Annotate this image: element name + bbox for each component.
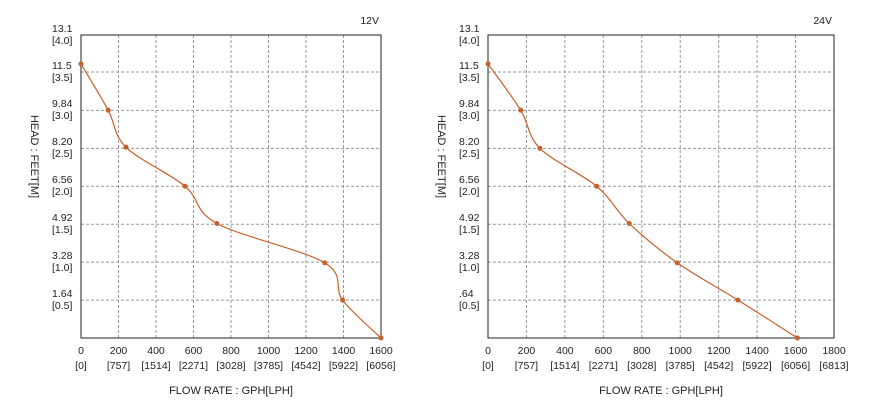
x-tick-label: 200 bbox=[110, 345, 128, 357]
data-point bbox=[340, 297, 346, 303]
data-point bbox=[214, 221, 220, 227]
y-tick-label: 3.28 bbox=[52, 250, 73, 262]
x-tick-label-lph: [3028] bbox=[216, 360, 245, 372]
y-tick-label: 8.20 bbox=[52, 136, 73, 148]
x-axis-title: FLOW RATE : GPH[LPH] bbox=[599, 385, 723, 397]
y-tick-label: 4.92 bbox=[459, 212, 480, 224]
x-tick-label: 600 bbox=[185, 345, 203, 357]
y-tick-label-m: [2.0] bbox=[459, 186, 480, 198]
x-tick-label-lph: [1514] bbox=[141, 360, 170, 372]
data-point bbox=[794, 335, 800, 341]
data-point bbox=[485, 61, 491, 67]
data-point bbox=[182, 183, 188, 189]
x-tick-label: 1400 bbox=[745, 345, 769, 357]
x-tick-label-lph: [3028] bbox=[627, 360, 656, 372]
x-tick-label: 1000 bbox=[257, 345, 281, 357]
x-tick-label-lph: [757] bbox=[107, 360, 130, 372]
x-tick-label: 200 bbox=[518, 345, 536, 357]
y-tick-label-m: [2.0] bbox=[52, 186, 73, 198]
y-tick-label-m: [2.5] bbox=[52, 148, 73, 160]
y-tick-label: 1.64 bbox=[52, 288, 73, 300]
x-tick-label-lph: [2271] bbox=[179, 360, 208, 372]
y-tick-label-m: [3.0] bbox=[52, 110, 73, 122]
y-tick-label-m: [1.0] bbox=[52, 262, 73, 274]
y-tick-label: 11.5 bbox=[459, 60, 479, 72]
y-tick-label: 6.56 bbox=[459, 174, 480, 186]
data-line bbox=[487, 63, 798, 339]
plot-border bbox=[80, 34, 382, 339]
x-tick-label-lph: [4542] bbox=[704, 360, 733, 372]
data-point bbox=[105, 107, 111, 113]
data-point bbox=[674, 260, 680, 266]
x-tick-label: 1800 bbox=[822, 345, 846, 357]
x-tick-label: 600 bbox=[595, 345, 613, 357]
y-tick-label: 4.92 bbox=[52, 212, 73, 224]
x-tick-label: 1000 bbox=[669, 345, 693, 357]
x-tick-label: 800 bbox=[222, 345, 240, 357]
x-tick-label-lph: [2271] bbox=[589, 360, 618, 372]
y-tick-label-m: [3.5] bbox=[52, 72, 73, 84]
annotation: 12V bbox=[360, 15, 379, 27]
y-tick-label-m: [4.0] bbox=[52, 35, 73, 47]
x-tick-label-lph: [5922] bbox=[743, 360, 772, 372]
x-tick-label-lph: [5922] bbox=[329, 360, 358, 372]
x-tick-label-lph: [3785] bbox=[666, 360, 695, 372]
x-tick-label: 1600 bbox=[369, 345, 393, 357]
y-tick-label-m: [1.5] bbox=[459, 224, 480, 236]
y-tick-label-m: [0.5] bbox=[459, 300, 480, 312]
y-axis-title: HEAD : FEET[M] bbox=[435, 115, 447, 198]
y-tick-label: 9.84 bbox=[52, 98, 73, 110]
y-tick-label-m: [1.5] bbox=[52, 224, 73, 236]
y-tick-label-m: [2.5] bbox=[459, 148, 480, 160]
data-line bbox=[80, 63, 382, 339]
x-tick-label: 400 bbox=[556, 345, 574, 357]
x-tick-label: 400 bbox=[147, 345, 165, 357]
data-point bbox=[123, 144, 129, 150]
y-tick-label-m: [3.5] bbox=[459, 72, 480, 84]
y-tick-label: 6.56 bbox=[52, 174, 73, 186]
y-tick-label-m: [3.0] bbox=[459, 110, 480, 122]
x-tick-label-lph: [0] bbox=[482, 360, 494, 372]
data-point bbox=[626, 221, 632, 227]
y-tick-label: 3.28 bbox=[459, 250, 480, 262]
x-tick-label-lph: [757] bbox=[515, 360, 538, 372]
y-tick-label: 9.84 bbox=[459, 98, 480, 110]
x-tick-label: 0 bbox=[78, 345, 84, 357]
y-tick-label: 13.1 bbox=[52, 23, 73, 35]
x-tick-label-lph: [6056] bbox=[366, 360, 395, 372]
y-tick-label: 11.5 bbox=[52, 60, 72, 72]
data-point bbox=[78, 61, 84, 67]
x-tick-label-lph: [4542] bbox=[291, 360, 320, 372]
y-tick-label: 8.20 bbox=[459, 136, 480, 148]
data-point bbox=[594, 183, 600, 189]
x-tick-label: 1600 bbox=[784, 345, 808, 357]
x-tick-label-lph: [1514] bbox=[550, 360, 579, 372]
annotation: 24V bbox=[813, 15, 832, 27]
x-tick-label: 1200 bbox=[294, 345, 318, 357]
y-tick-label-m: [0.5] bbox=[52, 300, 73, 312]
data-point bbox=[322, 260, 328, 266]
data-point bbox=[735, 297, 741, 303]
data-point bbox=[537, 145, 543, 151]
x-tick-label-lph: [0] bbox=[75, 360, 87, 372]
plot-border bbox=[487, 34, 835, 339]
x-tick-label-lph: [3785] bbox=[254, 360, 283, 372]
x-tick-label-lph: [6056] bbox=[781, 360, 810, 372]
x-tick-label: 800 bbox=[633, 345, 651, 357]
y-tick-label-m: [1.0] bbox=[459, 262, 480, 274]
x-tick-label: 1400 bbox=[332, 345, 356, 357]
y-tick-label-m: [4.0] bbox=[459, 35, 480, 47]
y-axis-title: HEAD : FEET[M] bbox=[28, 115, 40, 198]
x-tick-label: 0 bbox=[485, 345, 491, 357]
data-point bbox=[378, 335, 384, 341]
y-tick-label: 13.1 bbox=[459, 23, 480, 35]
data-point bbox=[518, 107, 524, 113]
x-axis-title: FLOW RATE : GPH[LPH] bbox=[169, 385, 293, 397]
x-tick-label: 1200 bbox=[707, 345, 731, 357]
y-tick-label: .64 bbox=[459, 288, 474, 300]
x-tick-label-lph: [6813] bbox=[819, 360, 848, 372]
